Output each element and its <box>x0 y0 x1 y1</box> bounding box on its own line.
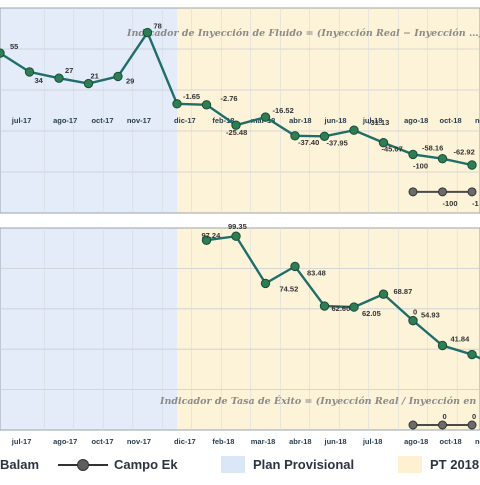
data-point <box>409 316 417 324</box>
data-point <box>232 232 240 240</box>
legend-item-plan-provisional: Plan Provisional <box>253 457 354 472</box>
data-point <box>438 154 446 162</box>
data-point <box>261 279 269 287</box>
data-label: 55 <box>10 42 18 51</box>
data-label: 78 <box>154 22 162 31</box>
data-label: 27 <box>65 66 73 75</box>
data-label: -37.40 <box>298 138 319 147</box>
data-point-gray <box>409 421 417 429</box>
data-point <box>350 126 358 134</box>
data-point <box>0 49 4 57</box>
x-tick-label: nov-17 <box>127 437 151 446</box>
legend-swatch-pt2018 <box>398 456 422 473</box>
data-point <box>173 100 181 108</box>
legend-item-pt2018: PT 2018 <box>430 457 479 472</box>
data-point-gray <box>468 188 476 196</box>
data-label: -1.65 <box>183 92 200 101</box>
x-tick-label: jul-18 <box>362 437 383 446</box>
data-point <box>409 150 417 158</box>
data-point <box>291 262 299 270</box>
x-tick-label: oct-18 <box>440 437 462 446</box>
chart-title-2: Indicador de Tasa de Éxito = (Inyección … <box>159 395 480 407</box>
panel-success-rate: Indicador de Tasa de Éxito = (Inyección … <box>0 222 480 446</box>
data-point <box>350 303 358 311</box>
x-tick-label: oct-17 <box>91 116 113 125</box>
data-label: 0 <box>443 412 447 421</box>
data-label: -100 <box>443 199 458 208</box>
data-label: 54.93 <box>421 311 440 320</box>
data-point <box>261 113 269 121</box>
plan-provisional-region-2 <box>0 228 177 430</box>
data-point <box>55 74 63 82</box>
x-tick-label: oct-17 <box>91 437 113 446</box>
x-tick-label: ago-18 <box>404 116 428 125</box>
data-point-gray <box>439 421 447 429</box>
data-label: -100 <box>413 161 428 170</box>
data-point <box>114 72 122 80</box>
data-label: -58.16 <box>422 143 443 152</box>
x-tick-label: jul-17 <box>11 116 32 125</box>
data-label: 83.48 <box>307 268 326 277</box>
data-label: 97.24 <box>202 231 222 240</box>
data-point <box>468 350 476 358</box>
legend-item-campo-ek: Campo Ek <box>114 457 178 472</box>
x-tick-label: ago-18 <box>404 437 428 446</box>
x-tick-label: jul-17 <box>11 437 32 446</box>
panel-fluid-injection: Indicador de Inyección de Fluido = (Inye… <box>0 8 480 213</box>
x-tick-label: no <box>475 116 480 125</box>
data-label: 29 <box>126 76 134 85</box>
data-point <box>143 28 151 36</box>
data-point <box>438 341 446 349</box>
data-point-gray <box>468 421 476 429</box>
x-tick-label: mar-18 <box>251 437 276 446</box>
x-tick-label: oct-18 <box>440 116 462 125</box>
x-tick-label: feb-18 <box>212 437 234 446</box>
data-point <box>379 290 387 298</box>
data-label: 0 <box>413 308 417 317</box>
x-tick-label: abr-18 <box>289 116 312 125</box>
x-tick-label: no <box>475 437 480 446</box>
data-point-gray <box>439 188 447 196</box>
data-label: -31.13 <box>368 118 389 127</box>
data-label: -1 <box>472 199 479 208</box>
legend: Balam Campo Ek Plan Provisional PT 2018 <box>0 456 479 473</box>
data-label: -25.48 <box>226 128 247 137</box>
x-ticks-2: jul-17 ago-17 oct-17 nov-17 dic-17 feb-18 mar-… <box>11 437 480 446</box>
data-point <box>468 161 476 169</box>
data-label: 21 <box>91 72 99 81</box>
data-label: -62.92 <box>454 148 475 157</box>
data-label: 41.84 <box>451 335 471 344</box>
data-label: 74.52 <box>280 284 299 293</box>
data-label: -37.95 <box>327 138 348 147</box>
x-tick-label: nov-17 <box>127 116 151 125</box>
data-label: -2.76 <box>221 94 238 103</box>
legend-swatch-plan-provisional <box>221 456 245 473</box>
data-label: 0 <box>472 412 476 421</box>
data-label: 99.35 <box>228 222 247 231</box>
legend-marker-swatch <box>78 460 89 471</box>
data-label: 34 <box>35 76 44 85</box>
data-label: -45.07 <box>382 145 403 154</box>
data-point <box>202 101 210 109</box>
data-point-gray <box>409 188 417 196</box>
data-point <box>84 79 92 87</box>
x-tick-label: jun-18 <box>324 116 347 125</box>
data-label: -16.52 <box>273 106 294 115</box>
legend-item-balam: Balam <box>0 457 39 472</box>
x-tick-label: abr-18 <box>289 437 312 446</box>
data-point <box>320 302 328 310</box>
x-tick-label: dic-17 <box>174 437 196 446</box>
x-tick-label: ago-17 <box>53 437 77 446</box>
x-tick-label: ago-17 <box>53 116 77 125</box>
x-tick-label: jun-18 <box>324 437 347 446</box>
data-label: 62.05 <box>362 309 381 318</box>
data-point <box>25 68 33 76</box>
x-tick-label: dic-17 <box>174 116 196 125</box>
chart-title-1: Indicador de Inyección de Fluido = (Inye… <box>126 28 480 39</box>
data-label: 62.60 <box>332 304 351 313</box>
data-label: 68.87 <box>394 287 413 296</box>
